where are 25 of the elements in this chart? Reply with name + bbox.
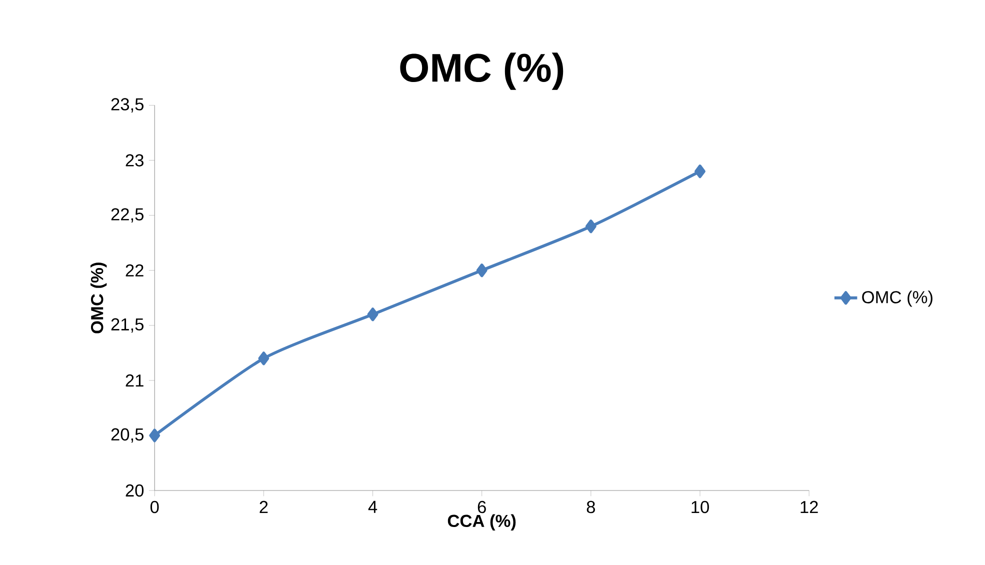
x-tick-label: 2 <box>260 500 268 513</box>
point <box>367 308 378 322</box>
point <box>149 428 160 442</box>
y-tick-label: 20 <box>126 484 144 497</box>
chart-title: OMC (%) <box>400 52 564 90</box>
y-tick-label: 21 <box>126 374 144 386</box>
y-tick-label: 20,5 <box>111 428 144 443</box>
point <box>476 264 488 278</box>
y-tick-label: 22 <box>126 264 144 276</box>
y-tick-label: 21,5 <box>111 318 144 333</box>
x-tick-label: 12 <box>800 500 818 513</box>
x-axis-title: CCA (%) <box>448 514 516 530</box>
y-axis-title: OMC (%) <box>90 262 107 334</box>
x-tick-label: 4 <box>368 500 378 513</box>
point <box>694 164 706 178</box>
x-tick-label: 0 <box>150 500 159 514</box>
point <box>258 352 270 366</box>
y-tick-label: 23,5 <box>111 98 144 112</box>
x-tick-label: 6 <box>478 500 486 514</box>
x-tick-label: 8 <box>586 500 595 514</box>
x-tick-label: 10 <box>692 500 709 514</box>
y-tick-label: 23 <box>126 154 144 166</box>
legend-label: OMC (%) <box>862 290 932 307</box>
y-tick-label: 22,5 <box>111 208 144 222</box>
point <box>585 220 596 234</box>
